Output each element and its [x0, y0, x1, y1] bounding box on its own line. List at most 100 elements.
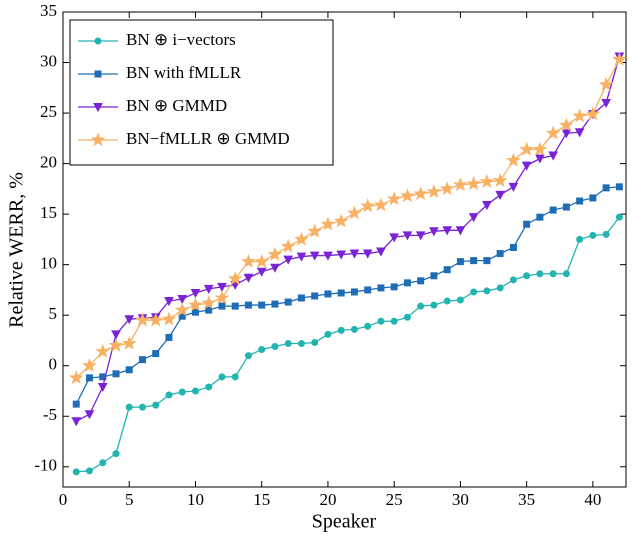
point — [468, 213, 479, 223]
point — [165, 391, 173, 399]
point — [509, 276, 517, 284]
point — [545, 125, 561, 140]
point — [598, 77, 614, 91]
point — [111, 330, 121, 340]
point — [386, 191, 402, 206]
series-line — [76, 216, 620, 473]
y-tick-label: 25 — [40, 102, 57, 121]
point — [523, 272, 531, 280]
legend-marker — [90, 132, 106, 147]
point — [413, 186, 428, 201]
point — [492, 173, 508, 187]
point — [602, 184, 610, 192]
point — [178, 388, 186, 396]
point — [138, 403, 146, 411]
point — [270, 263, 280, 273]
point — [548, 151, 558, 161]
legend-label: BN ⊕ GMMD — [126, 96, 227, 115]
point — [125, 366, 133, 374]
y-tick-label: 5 — [49, 304, 58, 323]
legend-label: BN−fMLLR ⊕ GMMD — [126, 129, 290, 148]
point — [377, 284, 385, 292]
point — [536, 213, 544, 221]
point — [602, 230, 610, 238]
point — [85, 467, 93, 475]
point — [589, 194, 597, 202]
point — [347, 205, 362, 220]
point — [152, 350, 160, 358]
legend-marker — [94, 70, 102, 78]
point — [284, 298, 292, 306]
point — [443, 266, 451, 274]
x-tick-label: 15 — [253, 490, 270, 509]
point — [85, 374, 93, 382]
point — [362, 249, 373, 259]
point — [430, 301, 438, 309]
point — [601, 98, 611, 109]
point — [389, 233, 400, 243]
y-tick-label: 20 — [40, 153, 57, 172]
y-tick-label: 15 — [40, 203, 57, 222]
point — [337, 289, 345, 297]
x-tick-label: 20 — [319, 490, 336, 509]
point — [523, 220, 531, 228]
point — [376, 247, 386, 257]
point — [559, 117, 574, 132]
point — [177, 295, 188, 305]
point — [350, 325, 358, 333]
point — [439, 181, 455, 196]
point — [296, 252, 307, 262]
point — [244, 301, 252, 309]
point — [124, 315, 135, 325]
point — [174, 302, 190, 317]
point — [244, 352, 252, 360]
point — [323, 251, 333, 261]
point — [466, 176, 481, 190]
point — [390, 283, 398, 291]
point — [496, 284, 504, 292]
point — [549, 206, 557, 214]
point — [97, 382, 108, 393]
point — [535, 154, 545, 164]
point — [430, 272, 438, 280]
point — [324, 290, 332, 298]
point — [161, 311, 177, 326]
point — [390, 317, 398, 325]
point — [615, 183, 623, 191]
point — [165, 333, 173, 341]
x-tick-label: 40 — [584, 490, 601, 509]
point — [561, 129, 572, 139]
point — [311, 292, 319, 300]
point — [231, 302, 239, 310]
point — [258, 301, 266, 309]
point — [403, 279, 411, 287]
point — [373, 197, 389, 212]
point — [68, 370, 84, 385]
point — [294, 231, 309, 246]
point — [138, 356, 146, 364]
plot-frame — [62, 11, 627, 488]
point — [205, 306, 213, 314]
legend-box — [69, 19, 334, 166]
x-tick-label: 30 — [452, 490, 469, 509]
point — [417, 302, 425, 310]
point — [201, 295, 216, 310]
point — [470, 257, 478, 265]
x-tick-label: 10 — [187, 490, 204, 509]
point — [72, 400, 80, 408]
point — [271, 300, 279, 308]
point — [218, 373, 226, 381]
point — [483, 257, 491, 265]
point — [95, 343, 111, 358]
point — [456, 296, 464, 304]
point — [320, 216, 336, 231]
point — [99, 459, 107, 467]
point — [549, 270, 557, 278]
point — [135, 312, 150, 327]
legend-marker — [94, 37, 102, 45]
y-tick-label: -5 — [43, 405, 57, 424]
point — [205, 383, 213, 391]
point — [254, 253, 269, 268]
point — [336, 250, 347, 260]
point — [72, 468, 80, 476]
